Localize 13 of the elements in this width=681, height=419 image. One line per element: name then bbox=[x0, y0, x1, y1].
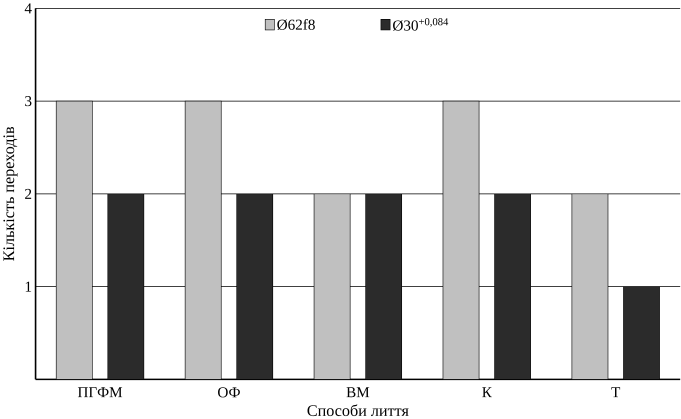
x-tick-label: ОФ bbox=[218, 387, 240, 398]
x-tick-label: ВМ bbox=[346, 387, 370, 397]
x-tick-label: ПГФМ bbox=[78, 387, 122, 397]
y-axis-title: Кількість переходів bbox=[3, 126, 18, 261]
y-tick-label: 2 bbox=[25, 188, 32, 199]
y-tick-label: 4 bbox=[24, 3, 32, 14]
legend-label: Ø30$^{+0,084}$ bbox=[393, 18, 448, 31]
x-tick-label: К bbox=[482, 387, 492, 397]
x-axis-title: Способи лиття bbox=[308, 404, 409, 416]
x-tick-label: Т bbox=[611, 387, 620, 397]
y-tick-label: 1 bbox=[26, 281, 32, 292]
legend-label: Ø62f8 bbox=[277, 18, 315, 30]
y-tick-label: 3 bbox=[25, 96, 32, 106]
